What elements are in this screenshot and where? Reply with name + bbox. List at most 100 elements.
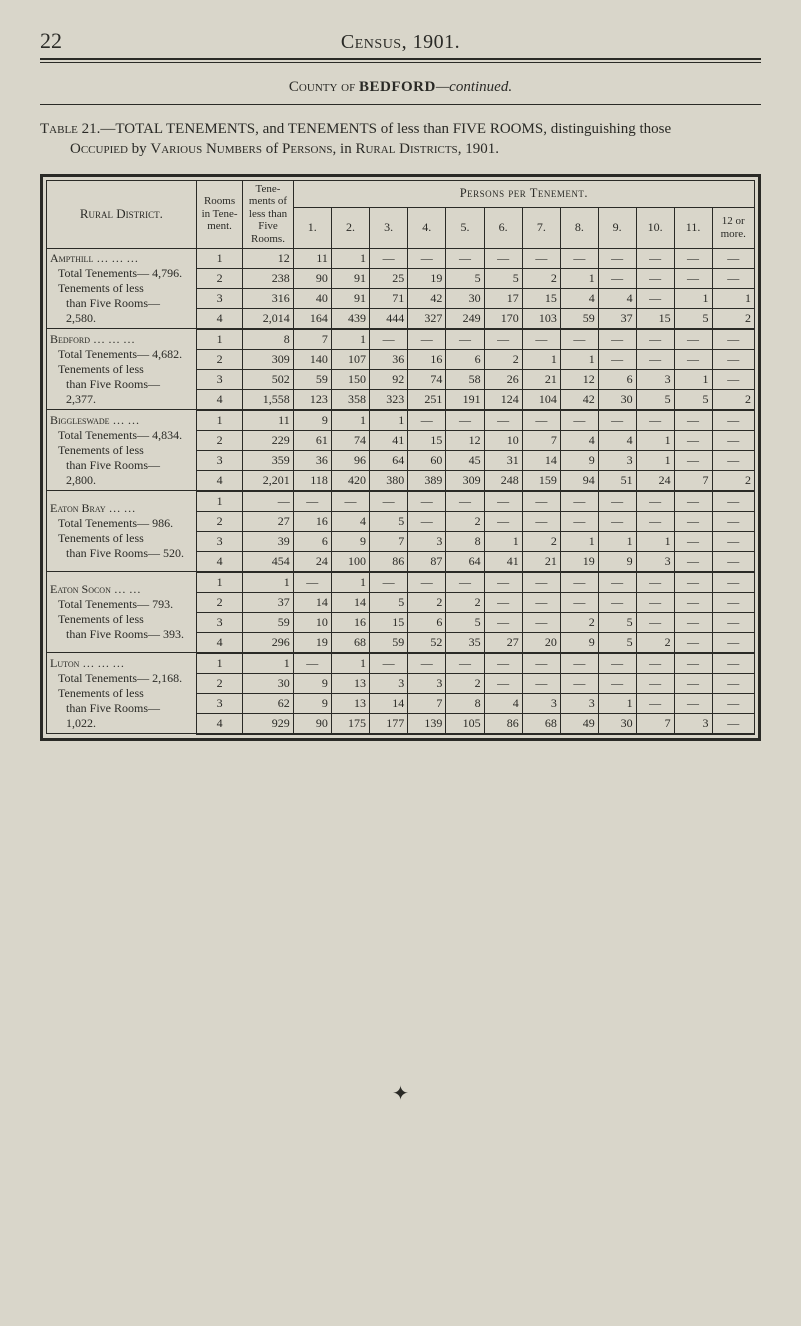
value-cell: —: [370, 491, 408, 512]
value-cell: 439: [331, 308, 369, 329]
value-cell: 59: [293, 369, 331, 389]
value-cell: —: [446, 572, 484, 593]
value-cell: —: [598, 329, 636, 350]
value-cell: —: [598, 248, 636, 268]
value-cell: 249: [446, 308, 484, 329]
value-cell: —: [560, 673, 598, 693]
value-cell: 94: [560, 470, 598, 491]
value-cell: 150: [331, 369, 369, 389]
district-line: Total Tenements— 2,168.: [50, 671, 193, 686]
col-3: 3.: [370, 207, 408, 248]
value-cell: 36: [370, 349, 408, 369]
value-cell: —: [293, 653, 331, 674]
value-cell: 13: [331, 673, 369, 693]
value-cell: 175: [331, 713, 369, 734]
col-8: 8.: [560, 207, 598, 248]
value-cell: 327: [408, 308, 446, 329]
value-cell: 1: [331, 572, 369, 593]
value-cell: —: [598, 592, 636, 612]
rooms-cell: 2: [196, 430, 242, 450]
value-cell: —: [408, 248, 446, 268]
value-cell: 91: [331, 288, 369, 308]
value-cell: 1: [370, 410, 408, 431]
col-10: 10.: [636, 207, 674, 248]
district-line: Tenements of less: [50, 281, 193, 296]
tenements-cell: 12: [243, 248, 293, 268]
district-line: than Five Rooms— 2,580.: [50, 296, 193, 326]
tenements-cell: 62: [243, 693, 293, 713]
value-cell: —: [636, 592, 674, 612]
value-cell: 15: [636, 308, 674, 329]
value-cell: —: [674, 632, 712, 653]
district-line: Tenements of less: [50, 362, 193, 377]
value-cell: —: [712, 572, 754, 593]
value-cell: 5: [370, 511, 408, 531]
value-cell: 96: [331, 450, 369, 470]
value-cell: 9: [560, 632, 598, 653]
value-cell: 1: [598, 693, 636, 713]
value-cell: 4: [560, 288, 598, 308]
value-cell: —: [408, 572, 446, 593]
value-cell: —: [712, 592, 754, 612]
rooms-cell: 2: [196, 268, 242, 288]
value-cell: 4: [560, 430, 598, 450]
rooms-cell: 1: [196, 572, 242, 593]
table-body: Ampthill … … …Total Tenements— 4,796.Ten…: [47, 248, 755, 734]
value-cell: —: [636, 693, 674, 713]
value-cell: —: [712, 268, 754, 288]
tenements-cell: 359: [243, 450, 293, 470]
col-2: 2.: [331, 207, 369, 248]
county-suffix: —continued.: [436, 79, 512, 95]
value-cell: 4: [484, 693, 522, 713]
value-cell: 86: [370, 551, 408, 572]
value-cell: —: [636, 653, 674, 674]
value-cell: —: [636, 410, 674, 431]
rooms-cell: 2: [196, 673, 242, 693]
value-cell: 7: [293, 329, 331, 350]
value-cell: 25: [370, 268, 408, 288]
value-cell: 19: [560, 551, 598, 572]
col-persons: Persons per Tenement.: [293, 180, 754, 207]
value-cell: —: [560, 410, 598, 431]
table-frame: Rural District. Rooms in Tene- ment. Ten…: [40, 174, 761, 741]
blank-space: [40, 741, 761, 1041]
value-cell: 3: [408, 531, 446, 551]
value-cell: 140: [293, 349, 331, 369]
value-cell: 2: [560, 612, 598, 632]
value-cell: —: [598, 410, 636, 431]
tenements-cell: 59: [243, 612, 293, 632]
value-cell: 3: [370, 673, 408, 693]
value-cell: —: [484, 248, 522, 268]
value-cell: 37: [598, 308, 636, 329]
value-cell: 251: [408, 389, 446, 410]
value-cell: —: [408, 491, 446, 512]
district-line: than Five Rooms— 1,022.: [50, 701, 193, 731]
district-line: than Five Rooms— 2,377.: [50, 377, 193, 407]
value-cell: 2: [484, 349, 522, 369]
tenements-cell: 1: [243, 653, 293, 674]
table-row: Eaton Bray … …Total Tenements— 986.Tenem…: [47, 491, 755, 512]
value-cell: 30: [598, 713, 636, 734]
tenements-cell: 2,201: [243, 470, 293, 491]
value-cell: —: [370, 329, 408, 350]
value-cell: 14: [331, 592, 369, 612]
value-cell: 1: [560, 531, 598, 551]
value-cell: —: [598, 349, 636, 369]
value-cell: 1: [560, 268, 598, 288]
value-cell: —: [712, 693, 754, 713]
rooms-cell: 2: [196, 592, 242, 612]
col-9: 9.: [598, 207, 636, 248]
value-cell: —: [636, 268, 674, 288]
value-cell: 24: [636, 470, 674, 491]
value-cell: —: [674, 653, 712, 674]
value-cell: 2: [408, 592, 446, 612]
value-cell: —: [598, 572, 636, 593]
rooms-cell: 4: [196, 632, 242, 653]
page-header: 22 Census, 1901.: [40, 28, 761, 54]
rooms-cell: 3: [196, 693, 242, 713]
value-cell: 19: [408, 268, 446, 288]
value-cell: —: [712, 673, 754, 693]
value-cell: —: [674, 572, 712, 593]
value-cell: 105: [446, 713, 484, 734]
value-cell: 91: [331, 268, 369, 288]
